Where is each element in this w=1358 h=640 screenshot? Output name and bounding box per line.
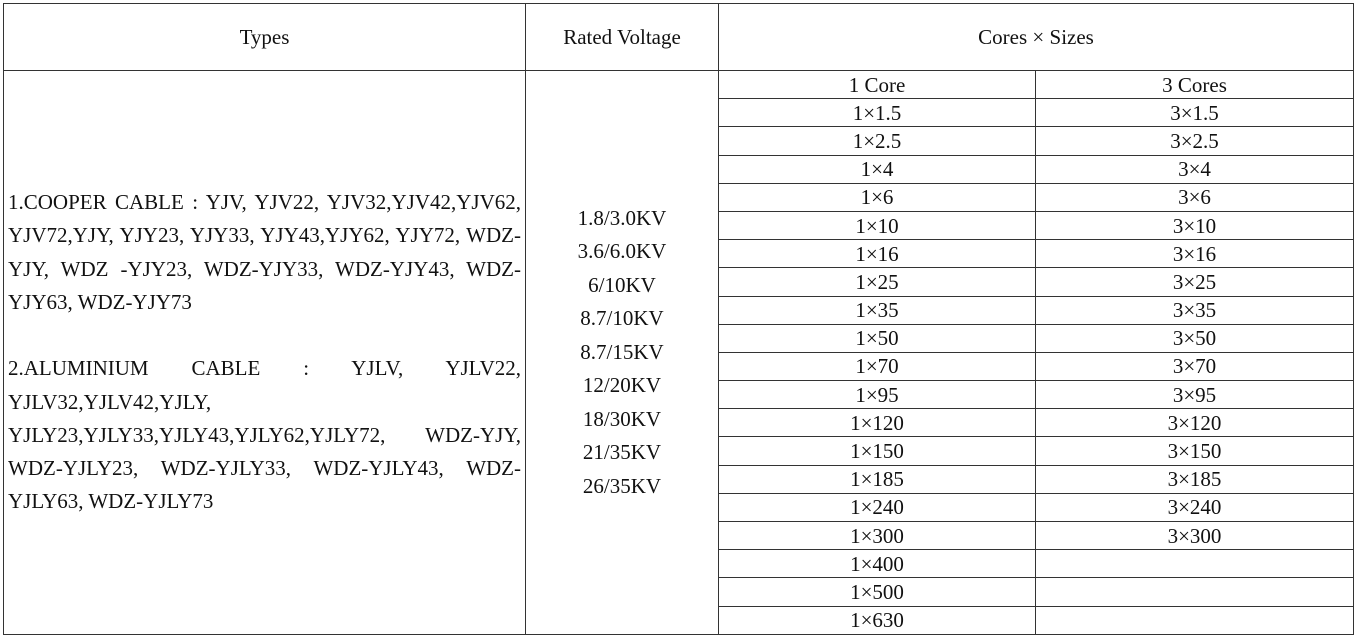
size-cell: 3×25: [1034, 267, 1355, 297]
types-text: 2.ALUMINIUM CABLE : YJLV, YJLV22, YJLV32…: [8, 356, 521, 514]
size-cell: 1×400: [718, 549, 1036, 579]
size-cell: [1034, 577, 1355, 607]
size-cell: 3×35: [1034, 295, 1355, 325]
size-cell: 1×16: [718, 239, 1036, 269]
size-cell: 3×150: [1034, 436, 1355, 466]
voltage: 21/35KV: [582, 440, 662, 465]
size-cell: 1×120: [718, 408, 1036, 438]
voltage: 8.7/15KV: [580, 339, 664, 364]
size-cell: 1×70: [718, 351, 1036, 382]
cable-table: Types Rated Voltage Cores × Sizes 1.COOP…: [3, 3, 1355, 635]
size-cell: 1×630: [718, 605, 1036, 635]
size-cell: 1×4: [718, 154, 1036, 184]
size-cell: 3×240: [1034, 492, 1355, 523]
size-cell: 1×240: [718, 492, 1036, 523]
size-cell: 1×150: [718, 436, 1036, 466]
types-text: 1.COOPER CABLE : YJV, YJV22, YJV32,YJV42…: [8, 190, 521, 314]
size-cell: 1×25: [718, 267, 1036, 297]
size-cell: 1×300: [718, 520, 1036, 551]
size-cell: 3×50: [1034, 323, 1355, 353]
subheader: 3 Cores: [1034, 69, 1355, 100]
size-cell: 1×6: [718, 182, 1036, 212]
voltage-cell: 1.8/3.0KV 3.6/6.0KV 6/10KV 8.7/10KV 8.7/15KV…: [525, 70, 719, 635]
size-cell: 1×95: [718, 380, 1036, 410]
size-cell: 3×6: [1034, 182, 1355, 212]
size-cell: 3×16: [1034, 239, 1355, 269]
size-cell: 3×120: [1034, 408, 1355, 438]
voltage: 12/20KV: [582, 373, 662, 398]
size-cell: 1×2.5: [718, 126, 1036, 156]
size-cell: 3×2.5: [1034, 126, 1355, 156]
header-cores: Cores × Sizes: [717, 3, 1355, 71]
size-cell: 3×4: [1034, 154, 1355, 184]
size-cell: 1×1.5: [718, 98, 1036, 128]
size-cell: 1×500: [718, 577, 1036, 607]
size-cell: 3×70: [1034, 351, 1355, 382]
header-types: Types: [3, 3, 526, 71]
size-cell: 3×10: [1034, 210, 1355, 241]
voltage: 6/10KV: [588, 272, 656, 297]
voltage: 1.8/3.0KV: [577, 205, 667, 230]
size-cell: 3×95: [1034, 380, 1355, 410]
voltage: 8.7/10KV: [580, 306, 664, 331]
header-voltage: Rated Voltage: [525, 3, 719, 71]
size-cell: 3×300: [1034, 520, 1355, 551]
voltage: 18/30KV: [582, 406, 662, 431]
size-cell: [1034, 549, 1355, 579]
size-cell: 1×185: [718, 464, 1036, 494]
subheader: 1 Core: [718, 69, 1036, 100]
size-cell: 1×10: [718, 210, 1036, 241]
size-cell: 3×185: [1034, 464, 1355, 494]
size-cell: 1×35: [718, 295, 1036, 325]
types-cell: 1.COOPER CABLE : YJV, YJV22, YJV32,YJV42…: [3, 70, 526, 635]
voltage: 3.6/6.0KV: [577, 239, 667, 264]
voltage: 26/35KV: [582, 473, 662, 498]
size-cell: 1×50: [718, 323, 1036, 353]
size-cell: [1034, 605, 1355, 635]
size-cell: 3×1.5: [1034, 98, 1355, 128]
